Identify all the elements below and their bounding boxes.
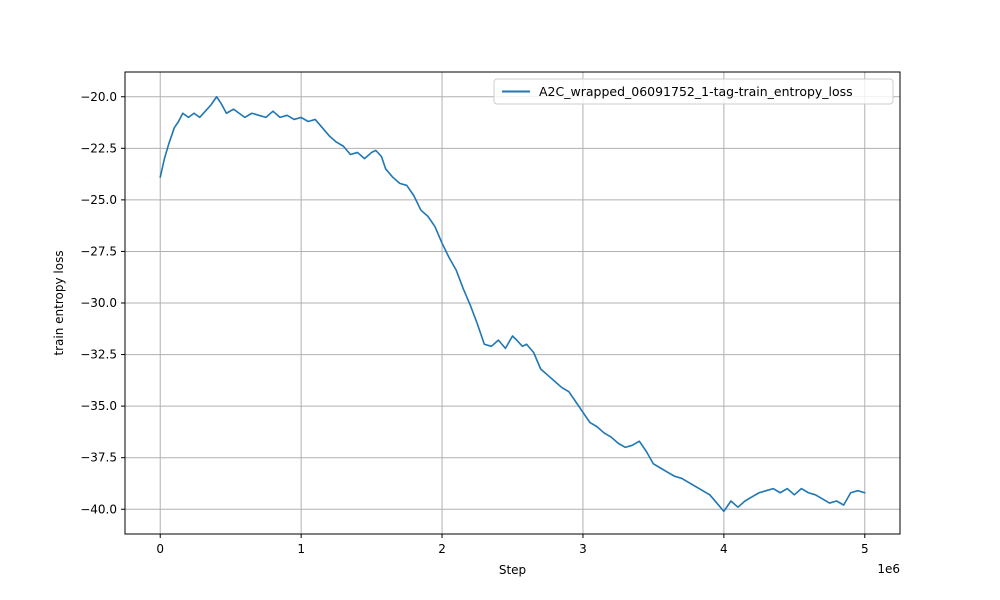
legend-box [493, 78, 894, 105]
y-tick-label: −22.5 [80, 141, 117, 155]
y-tick-label: −40.0 [80, 502, 117, 516]
y-axis-label: train entropy loss [52, 250, 66, 355]
y-tick-label: −32.5 [80, 348, 117, 362]
x-offset-label: 1e6 [877, 562, 900, 576]
x-tick-label: 1 [297, 542, 305, 556]
x-axis-label: Step [499, 563, 526, 577]
legend: A2C_wrapped_06091752_1-tag-train_entropy… [493, 78, 894, 105]
grid [125, 72, 900, 534]
x-tick-label: 5 [861, 542, 869, 556]
legend-entry-label: A2C_wrapped_06091752_1-tag-train_entropy… [539, 84, 853, 99]
ticks: 0 1 2 3 4 5 −20.0 −22.5 −25.0 −27.5 −30.0 −32.5 −35.… [80, 90, 868, 556]
y-tick-label: −20.0 [80, 90, 117, 104]
y-tick-label: −30.0 [80, 296, 117, 310]
y-tick-label: −35.0 [80, 399, 117, 413]
x-tick-label: 0 [156, 542, 164, 556]
series-layer [159, 95, 866, 513]
series-line-0 [159, 95, 866, 513]
x-tick-label: 2 [438, 542, 446, 556]
y-tick-label: −37.5 [80, 451, 117, 465]
x-tick-label: 4 [720, 542, 728, 556]
x-tick-label: 3 [579, 542, 587, 556]
y-tick-label: −27.5 [80, 244, 117, 258]
y-tick-label: −25.0 [80, 193, 117, 207]
